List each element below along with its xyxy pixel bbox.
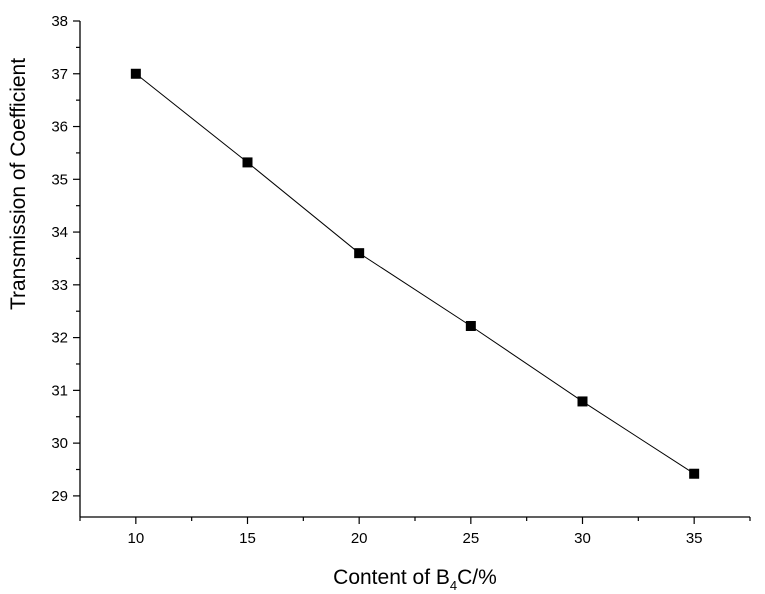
data-point-marker [465,320,476,331]
y-tick-label: 33 [51,277,68,294]
data-point-marker [689,468,700,479]
x-tick-label: 30 [574,530,591,547]
y-tick-label: 29 [51,488,68,505]
x-axis-title: Content of B4C/% [333,566,497,593]
x-tick-label: 20 [351,530,368,547]
data-point-marker [354,248,365,259]
y-axis-title: Transmission of Coefficient [7,58,30,310]
data-point-marker [577,396,588,407]
y-ticks: 29 30 31 32 33 34 35 36 37 38 [51,13,80,505]
y-tick-label: 31 [51,382,68,399]
x-tick-label: 35 [686,530,703,547]
y-tick-label: 34 [51,224,68,241]
series-group [130,68,700,479]
y-tick-label: 38 [51,13,68,30]
y-tick-label: 32 [51,330,68,347]
series-line [135,73,695,475]
x-ticks: 10 15 20 25 30 35 [79,517,751,547]
x-tick-label: 25 [462,530,479,547]
data-point-marker [242,157,253,168]
x-tick-label: 10 [127,530,144,547]
y-tick-label: 37 [51,66,68,83]
y-tick-label: 35 [51,171,68,188]
y-tick-label: 30 [51,435,68,452]
x-tick-label: 15 [239,530,256,547]
data-point-marker [130,68,141,79]
y-tick-label: 36 [51,119,68,136]
